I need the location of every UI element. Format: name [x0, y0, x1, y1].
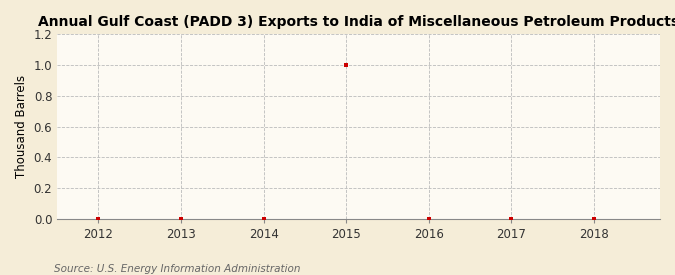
Point — [423, 216, 434, 221]
Point — [93, 216, 104, 221]
Point — [341, 63, 352, 67]
Point — [176, 216, 186, 221]
Point — [589, 216, 599, 221]
Title: Annual Gulf Coast (PADD 3) Exports to India of Miscellaneous Petroleum Products: Annual Gulf Coast (PADD 3) Exports to In… — [38, 15, 675, 29]
Text: Source: U.S. Energy Information Administration: Source: U.S. Energy Information Administ… — [54, 264, 300, 274]
Point — [506, 216, 517, 221]
Point — [259, 216, 269, 221]
Y-axis label: Thousand Barrels: Thousand Barrels — [15, 75, 28, 178]
